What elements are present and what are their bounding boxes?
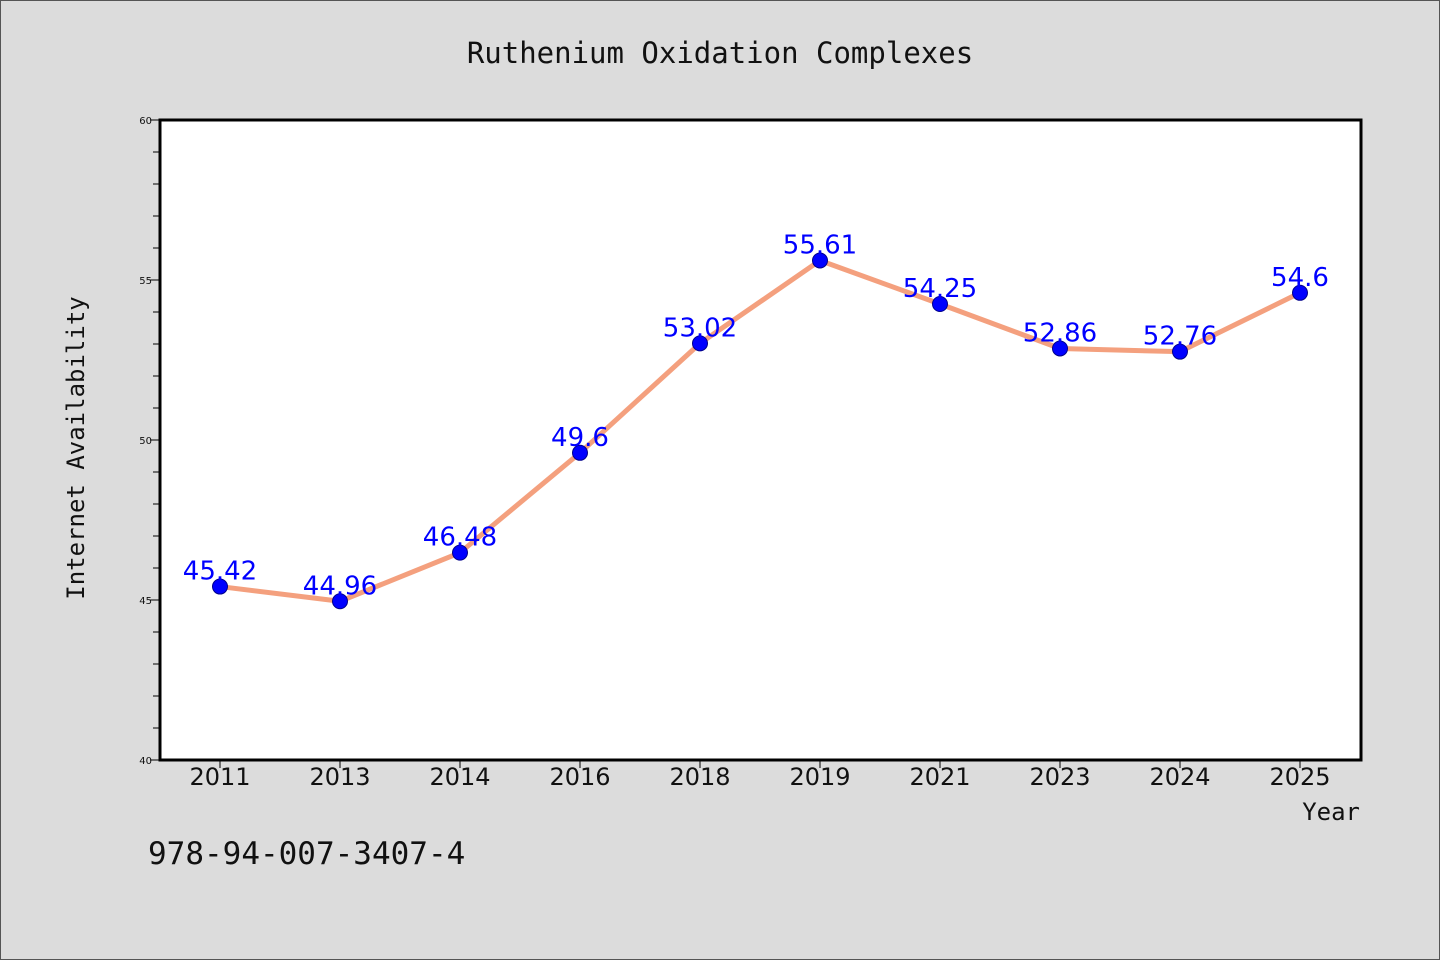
data-label: 49.6 <box>551 423 609 453</box>
x-tick-label: 2014 <box>429 763 490 791</box>
data-point <box>1292 284 1308 301</box>
data-label: 52.76 <box>1143 322 1217 352</box>
y-tick-label: 50 <box>139 436 152 447</box>
data-point <box>692 335 708 352</box>
data-point <box>1172 343 1188 360</box>
data-label: 54.25 <box>903 274 977 304</box>
data-label: 54.6 <box>1271 263 1329 293</box>
data-label: 44.96 <box>303 571 377 601</box>
data-point <box>932 296 948 312</box>
data-label: 46.48 <box>423 523 497 553</box>
data-point <box>212 578 228 595</box>
x-axis: 2011 2013 2014 2016 2018 2019 2021 2023 2024 2025 <box>189 760 1331 791</box>
x-tick-label: 2011 <box>189 763 250 791</box>
chart-title: Ruthenium Oxidation Complexes <box>467 36 973 70</box>
isbn-annotation: 978-94-007-3407-4 <box>148 836 465 872</box>
data-point <box>812 252 828 269</box>
x-tick-label: 2013 <box>309 763 370 791</box>
data-labels: 45.42 44.96 46.48 49.6 53.02 55.61 54.25 52.86 5… <box>183 230 1329 601</box>
data-point <box>572 444 588 461</box>
x-tick-label: 2019 <box>789 763 850 791</box>
series-line <box>219 257 1302 604</box>
y-tick-label: 40 <box>139 756 152 767</box>
x-tick-label: 2025 <box>1269 763 1330 791</box>
x-axis-label: Year <box>1302 798 1360 826</box>
y-tick-label: 45 <box>139 596 152 607</box>
y-axis: 40 45 50 55 60 <box>139 116 160 767</box>
data-label: 53.02 <box>663 313 737 343</box>
data-label: 45.42 <box>183 557 257 587</box>
y-tick-label: 55 <box>139 276 152 287</box>
y-axis-label: Internet Availability <box>62 296 90 599</box>
x-tick-label: 2018 <box>669 763 730 791</box>
data-point <box>332 593 348 610</box>
x-tick-label: 2016 <box>549 763 610 791</box>
series-markers <box>212 252 1308 610</box>
x-tick-label: 2021 <box>909 763 970 791</box>
data-point <box>452 544 468 561</box>
x-tick-label: 2024 <box>1149 763 1210 791</box>
plot-area <box>158 118 1363 762</box>
y-tick-label: 60 <box>139 116 152 127</box>
data-label: 52.86 <box>1023 318 1097 348</box>
data-label: 55.61 <box>783 230 857 260</box>
data-point <box>1052 340 1068 357</box>
x-tick-label: 2023 <box>1029 763 1090 791</box>
